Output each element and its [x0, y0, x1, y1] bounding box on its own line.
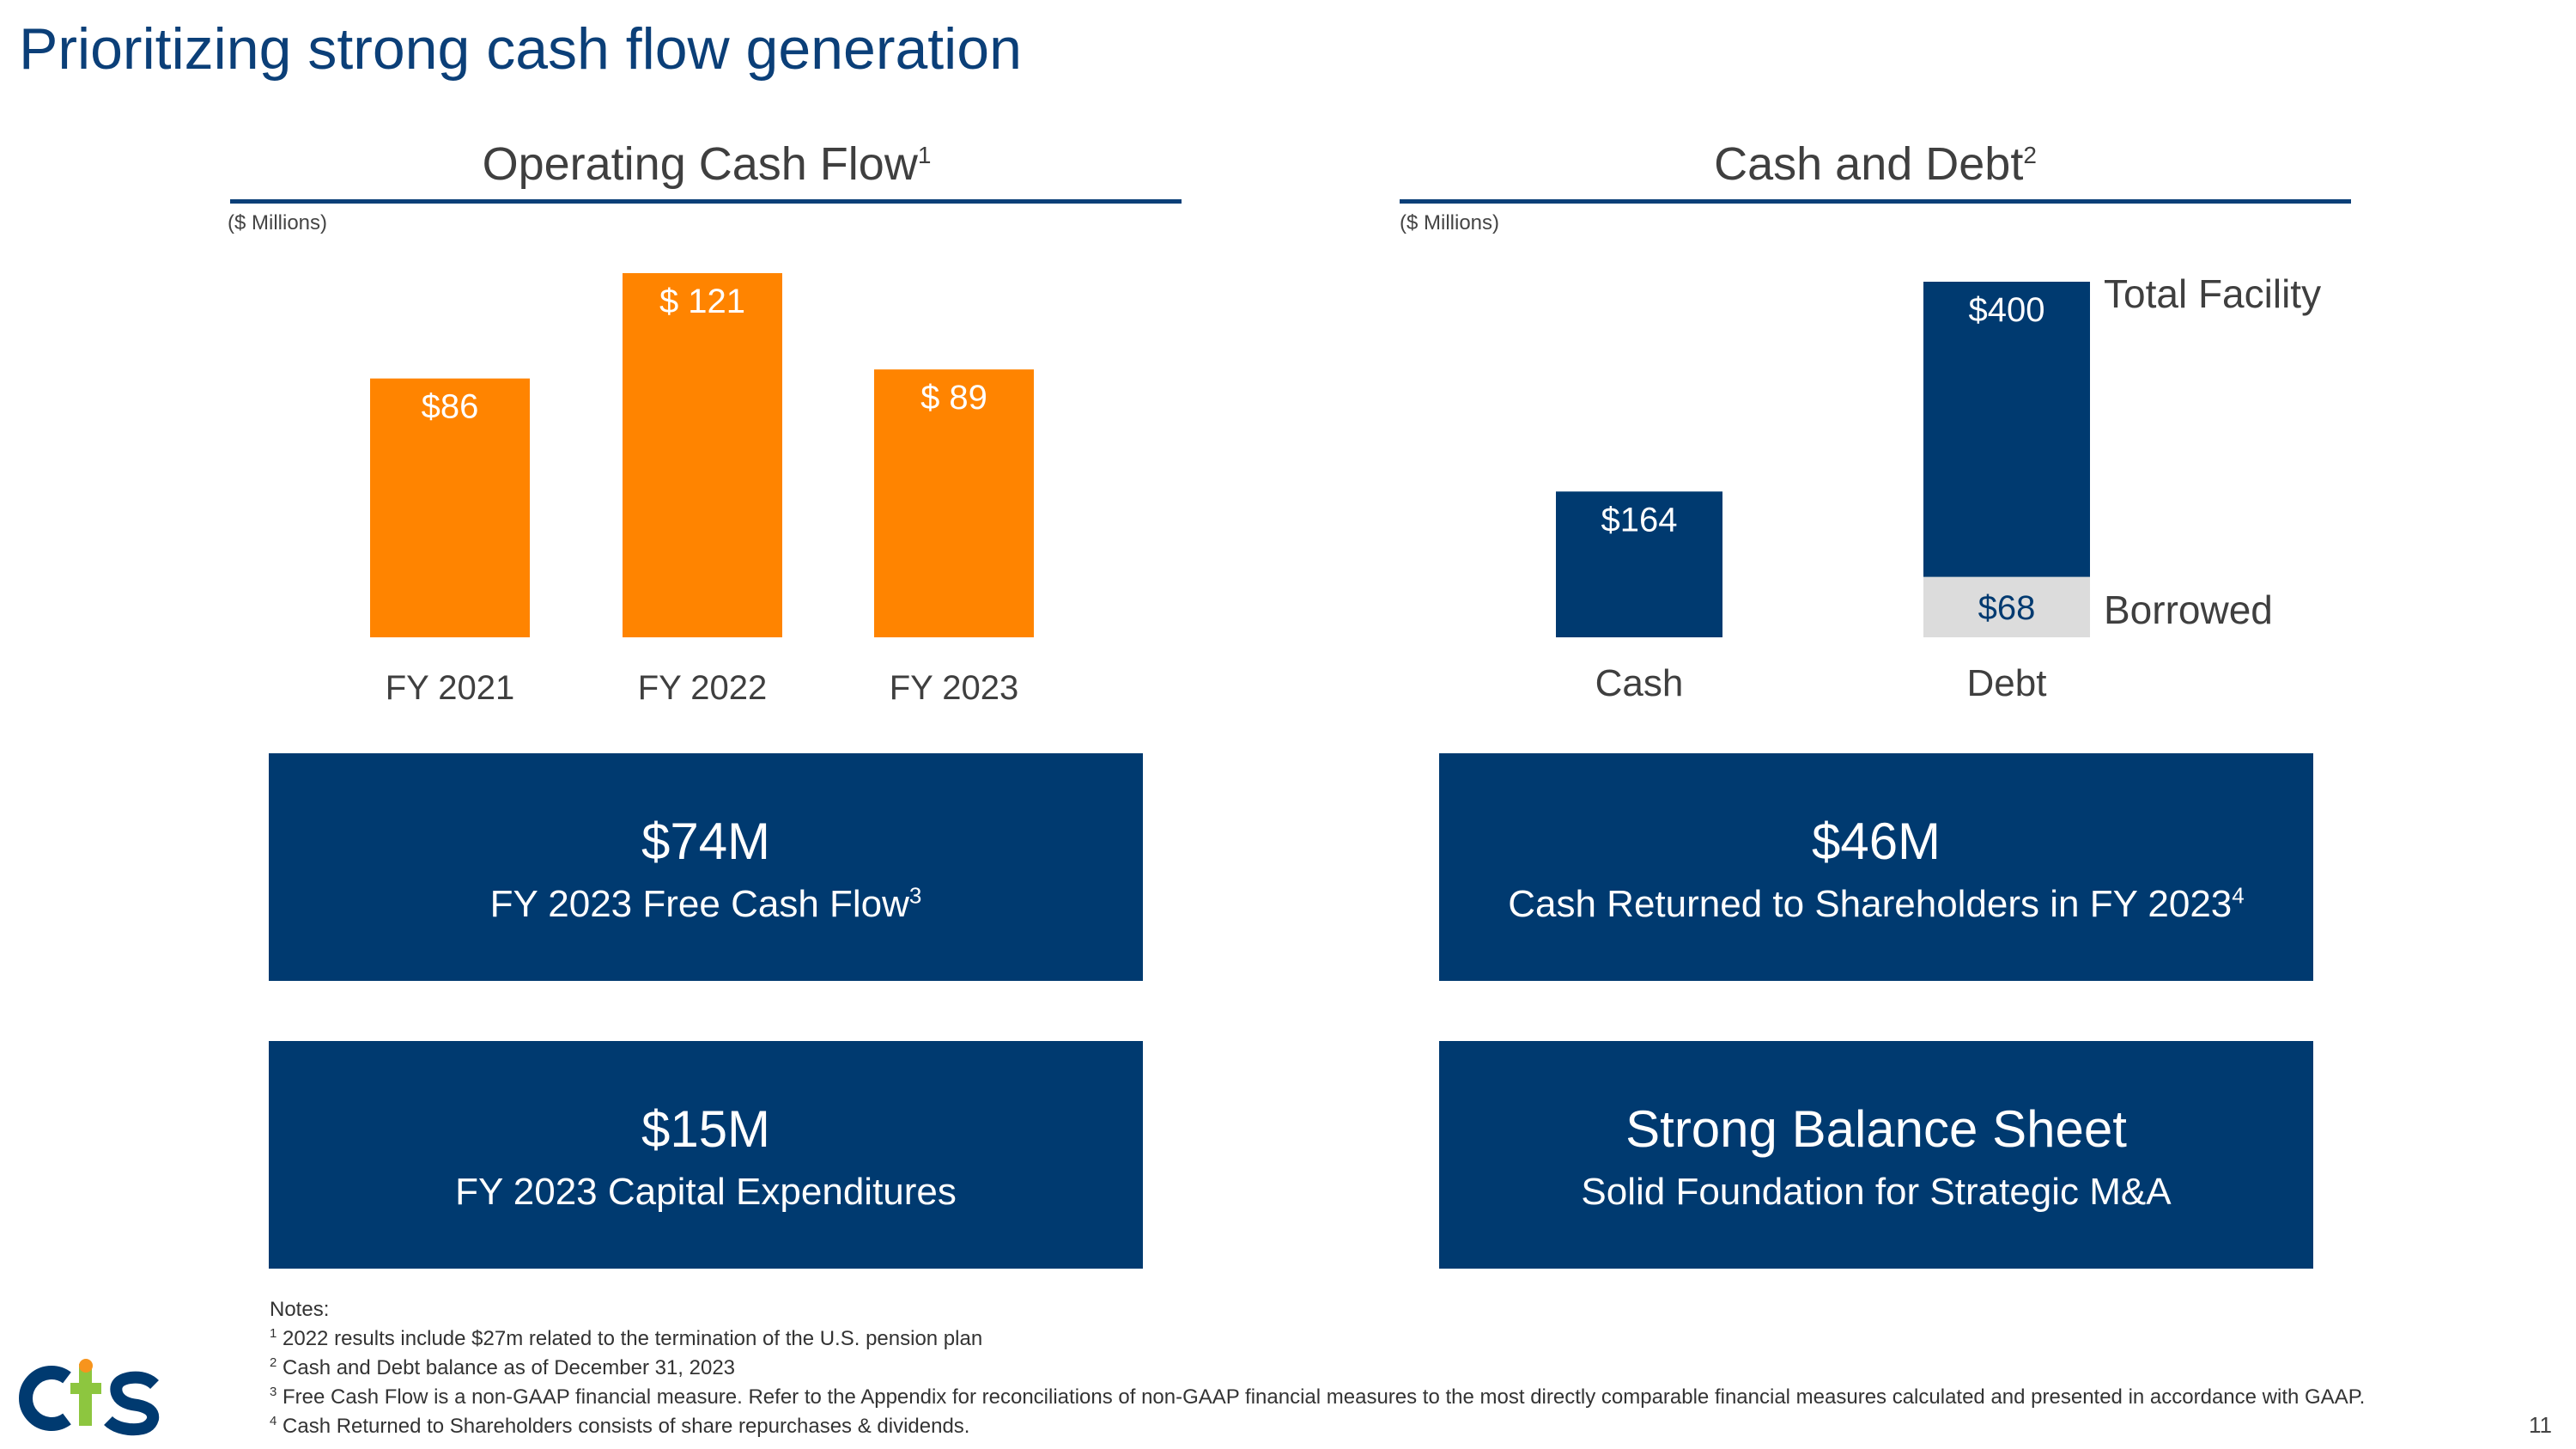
- ocf-bar-fy-2022: [623, 273, 782, 637]
- operating-cash-flow-title-text: Operating Cash Flow: [482, 138, 918, 190]
- page-number: 11: [2529, 1412, 2552, 1438]
- cts-logo: [19, 1359, 160, 1436]
- operating-cash-flow-chart: $86 FY 2021 $ 121 FY 2022 $ 89 FY 2023: [370, 273, 1034, 707]
- footnote-2-number: 2: [270, 1355, 277, 1370]
- cd-bar-value-label: $164: [1601, 501, 1678, 539]
- cash-returned-value: $46M: [1811, 813, 1941, 870]
- ocf-bar-fy-2023: [874, 369, 1034, 637]
- footnote-2-text: Cash and Debt balance as of December 31,…: [283, 1356, 736, 1379]
- footnote-3-text: Free Cash Flow is a non-GAAP financial m…: [283, 1385, 2366, 1409]
- cd-category-label: Debt: [1967, 662, 2047, 704]
- footnote-4-text: Cash Returned to Shareholders consists o…: [283, 1415, 970, 1438]
- capex-caption: FY 2023 Capital Expenditures: [455, 1171, 957, 1213]
- ocf-bar-value-label: $ 121: [659, 283, 745, 320]
- free-cash-flow-value: $74M: [641, 813, 771, 870]
- total-facility-label: Total Facility: [2104, 271, 2321, 316]
- cash-returned-caption: Cash Returned to Shareholders in FY 2023…: [1439, 883, 2313, 926]
- cash-and-debt-footnote-ref: 2: [2023, 142, 2037, 168]
- cd-bar-value-label: $400: [1969, 291, 2045, 329]
- balance-sheet-caption: Solid Foundation for Strategic M&A: [1581, 1171, 2172, 1213]
- ocf-category-label: FY 2023: [890, 669, 1019, 707]
- borrowed-label: Borrowed: [2104, 588, 2273, 632]
- cd-category-label: Cash: [1595, 662, 1684, 704]
- footnotes: Notes: 1 2022 results include $27m relat…: [270, 1295, 2365, 1441]
- footnote-3-number: 3: [270, 1385, 277, 1399]
- ocf-bar-fy-2021: [370, 378, 530, 637]
- cash-and-debt-title: Cash and Debt2: [1400, 137, 2351, 191]
- footnote-1: 1 2022 results include $27m related to t…: [270, 1324, 2365, 1354]
- cd-bar-cash: [1556, 491, 1722, 637]
- cash-returned-footnote-ref: 4: [2232, 882, 2245, 909]
- cash-and-debt-title-text: Cash and Debt: [1714, 138, 2024, 190]
- footnote-1-text: 2022 results include $27m related to the…: [283, 1327, 983, 1350]
- ocf-category-label: FY 2021: [386, 669, 515, 707]
- cash-returned-caption-text: Cash Returned to Shareholders in FY 2023: [1508, 883, 2233, 925]
- notes-heading: Notes:: [270, 1298, 330, 1321]
- footnote-3: 3 Free Cash Flow is a non-GAAP financial…: [270, 1383, 2365, 1412]
- cash-returned-box: $46M Cash Returned to Shareholders in FY…: [1439, 753, 2313, 981]
- cash-and-debt-rule: [1400, 199, 2351, 204]
- balance-sheet-value: Strong Balance Sheet: [1625, 1100, 2127, 1158]
- operating-cash-flow-footnote-ref: 1: [917, 142, 932, 168]
- footnote-4: 4 Cash Returned to Shareholders consists…: [270, 1412, 2365, 1441]
- capex-value: $15M: [641, 1100, 771, 1158]
- free-cash-flow-caption-text: FY 2023 Free Cash Flow: [489, 883, 909, 925]
- balance-sheet-box: Strong Balance Sheet Solid Foundation fo…: [1439, 1041, 2313, 1269]
- cash-and-debt-chart: $164 Cash $400 Debt $68 Total Facility Borrowe…: [1556, 271, 2321, 704]
- footnote-2: 2 Cash and Debt balance as of December 3…: [270, 1354, 2365, 1383]
- free-cash-flow-footnote-ref: 3: [908, 882, 922, 909]
- ocf-bar-value-label: $86: [422, 388, 479, 426]
- operating-cash-flow-rule: [230, 199, 1182, 204]
- free-cash-flow-caption: FY 2023 Free Cash Flow3: [269, 883, 1143, 926]
- ocf-bar-value-label: $ 89: [920, 379, 987, 417]
- cd-borrowed-value-label: $68: [1978, 589, 2036, 627]
- footnote-1-number: 1: [270, 1326, 277, 1341]
- free-cash-flow-box: $74M FY 2023 Free Cash Flow3: [269, 753, 1143, 981]
- cd-bar-borrowed: [1923, 576, 2090, 637]
- capex-box: $15M FY 2023 Capital Expenditures: [269, 1041, 1143, 1269]
- footnote-4-number: 4: [270, 1414, 277, 1428]
- operating-cash-flow-unit: ($ Millions): [228, 211, 328, 234]
- operating-cash-flow-title: Operating Cash Flow1: [232, 137, 1182, 191]
- cash-and-debt-unit: ($ Millions): [1400, 211, 1500, 234]
- page-title: Prioritizing strong cash flow generation: [19, 16, 1022, 82]
- ocf-category-label: FY 2022: [638, 669, 768, 707]
